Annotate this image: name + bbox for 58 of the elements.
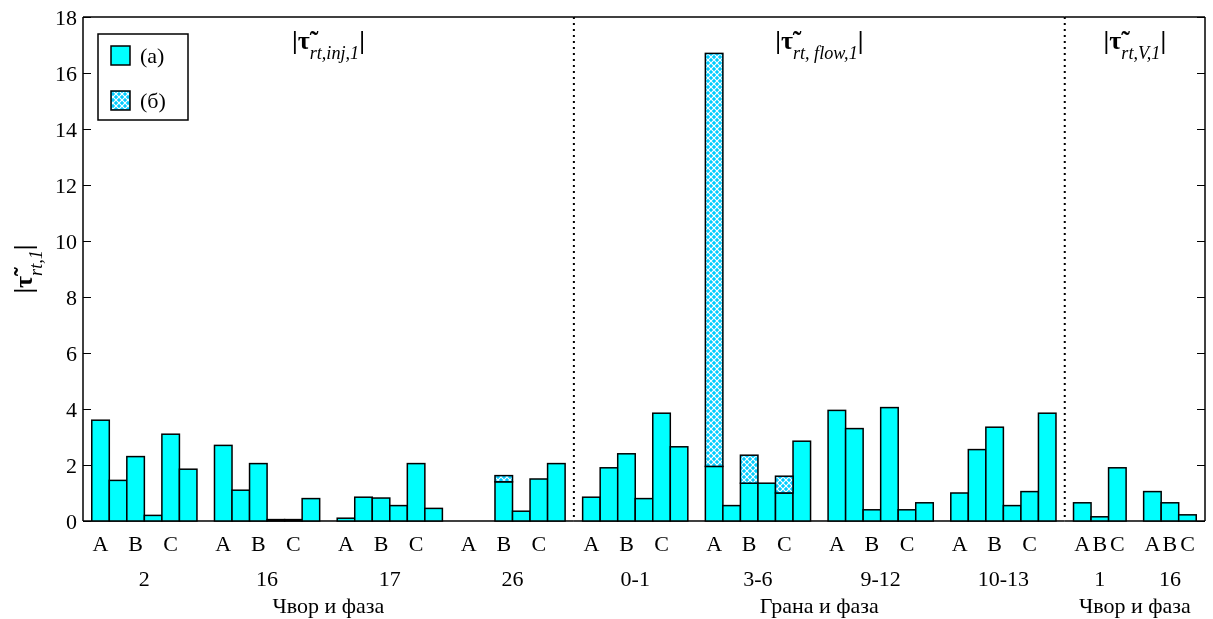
x-tick-label: B [1092,530,1108,556]
text: 16 [256,566,279,591]
x-axis-title: Чвор и фаза [272,593,385,618]
text: 0-1 [620,566,650,591]
text: 2 [138,566,150,591]
x-tick-label: A [828,530,845,556]
x-tick-label: C [531,530,547,556]
x-tick-label: B [987,530,1002,556]
x-tick-label: A [951,530,968,556]
text: |τ̃$_{rt, flow,1}$| [775,26,864,63]
x-tick-label: A [215,530,232,556]
x-tick-label: A [460,530,477,556]
text: 10-13 [977,566,1030,591]
text: 3-6 [743,566,773,591]
text: 26 [501,566,524,591]
y-tick-label: 0 [66,508,77,534]
x-tick-label: C [899,530,915,556]
x-tick-label: C [286,530,301,556]
x-tick-label: C [163,530,178,556]
x-tick-label: B [619,530,634,556]
y-tick-label: 14 [55,116,77,142]
x-tick-label: A [92,530,109,556]
x-tick-label: A [1144,530,1161,556]
y-tick-label: 6 [66,340,77,366]
x-tick-label: B [864,530,880,556]
x-tick-label: B [373,530,389,556]
x-tick-label: A [1074,530,1091,556]
x-tick-label: A [338,530,355,556]
text: 1 [1094,566,1106,591]
y-tick-label: 8 [66,284,77,310]
text: 16 [1158,566,1181,591]
x-tick-label: B [496,530,512,556]
text: 17 [378,566,401,591]
x-tick-label: C [1110,530,1125,556]
x-tick-label: B [250,530,266,556]
x-tick-label: A [583,530,600,556]
x-tick-label: A [706,530,723,556]
y-tick-label: 16 [55,60,77,86]
x-tick-label: B [128,530,143,556]
x-tick-label: B [1162,530,1178,556]
legend-label: (a) [140,43,165,68]
legend-label: (б) [140,88,166,113]
y-tick-label: 4 [66,396,77,422]
x-axis-title: Чвор и фаза [1078,593,1191,618]
x-axis-title: Грана и фаза [759,593,879,618]
x-tick-label: C [1022,530,1038,556]
y-tick-label: 18 [55,4,77,30]
x-tick-label: B [741,530,757,556]
y-tick-label: 10 [55,228,77,254]
text: |τ̃$_{rt,inj,1}$| [291,26,365,63]
y-tick-label: 12 [55,172,77,198]
x-tick-label: C [408,530,424,556]
x-tick-label: C [1180,530,1195,556]
x-tick-label: C [776,530,792,556]
text: |τ̃$_{rt,V,1}$| [1103,26,1167,63]
y-tick-label: 2 [66,452,77,478]
text: 9-12 [860,566,901,591]
x-tick-label: C [654,530,669,556]
